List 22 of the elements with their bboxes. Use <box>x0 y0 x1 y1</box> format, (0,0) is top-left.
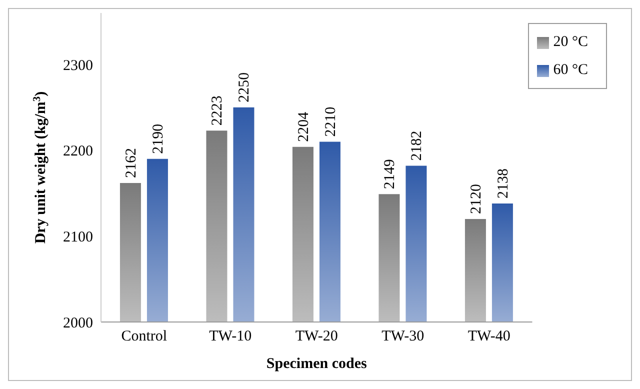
data-label: 2190 <box>150 124 166 154</box>
legend-label: 20 °C <box>553 34 588 50</box>
x-axis-title: Specimen codes <box>266 356 367 372</box>
data-label: 2210 <box>322 106 339 137</box>
data-label: 2182 <box>409 130 426 161</box>
x-tick-label: TW-40 <box>468 328 510 345</box>
data-label: 2138 <box>495 168 512 199</box>
x-tick-label: Control <box>121 328 168 345</box>
data-label: 2250 <box>236 72 253 102</box>
y-tick-label: 2100 <box>63 229 93 246</box>
data-label: 2120 <box>468 184 484 214</box>
data-label: 2149 <box>382 159 398 190</box>
y-tick-label: 2300 <box>63 58 93 74</box>
y-tick-label: 2200 <box>63 144 93 160</box>
x-tick-label: TW-30 <box>382 328 424 345</box>
legend-label: 60 °C <box>553 62 588 78</box>
y-tick-label: 2000 <box>63 315 93 332</box>
data-label: 2204 <box>296 111 312 142</box>
data-label: 2162 <box>123 148 140 178</box>
x-tick-label: TW-20 <box>295 328 338 345</box>
x-tick-label: TW-10 <box>209 328 252 345</box>
data-label: 2223 <box>210 96 226 126</box>
